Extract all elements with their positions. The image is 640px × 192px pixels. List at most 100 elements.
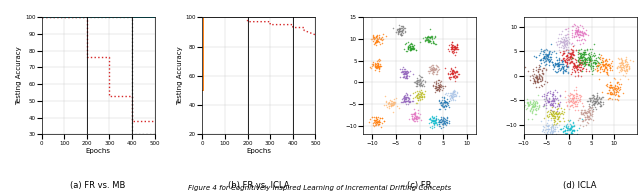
Point [586, 106, 596, 109]
Point [373, 115, 383, 118]
Point [436, 127, 447, 130]
Point [540, 101, 550, 104]
Point [445, 93, 455, 96]
Point [401, 75, 411, 78]
Point [447, 92, 457, 95]
Point [602, 64, 612, 67]
Point [556, 67, 566, 70]
Point [569, 63, 579, 66]
Point [548, 125, 558, 128]
Point [372, 118, 383, 121]
Point [588, 96, 598, 99]
Point [567, 70, 577, 73]
Point [415, 91, 426, 94]
Point [440, 66, 451, 69]
Point [430, 91, 440, 94]
Point [596, 105, 607, 108]
Point [563, 33, 573, 36]
Point [535, 78, 545, 81]
Point [372, 64, 383, 67]
Point [442, 104, 452, 107]
Point [532, 100, 542, 103]
Point [528, 104, 538, 107]
Point [413, 91, 424, 94]
Point [544, 124, 554, 127]
Point [573, 58, 583, 61]
Point [424, 118, 435, 121]
Point [430, 36, 440, 39]
Point [399, 95, 409, 98]
Point [609, 87, 620, 90]
Point [584, 58, 595, 61]
Point [559, 38, 569, 41]
Point [445, 66, 456, 69]
Point [436, 122, 447, 125]
Point [586, 61, 596, 65]
Point [570, 57, 580, 60]
Point [371, 66, 381, 69]
Point [410, 110, 420, 113]
Point [566, 103, 577, 106]
Point [580, 32, 591, 35]
Point [548, 129, 559, 132]
Point [415, 77, 425, 80]
Point [402, 93, 412, 96]
Point [573, 100, 583, 103]
Point [407, 115, 417, 118]
Point [586, 63, 596, 66]
Point [563, 58, 573, 61]
Point [570, 65, 580, 68]
Point [548, 118, 559, 121]
Point [578, 31, 588, 34]
Point [568, 93, 579, 96]
Point [452, 46, 463, 49]
Point [547, 105, 557, 108]
Point [449, 94, 459, 98]
Point [587, 108, 597, 111]
Point [589, 99, 599, 102]
Point [550, 101, 561, 104]
Point [418, 37, 428, 40]
Point [592, 64, 602, 67]
Point [591, 96, 601, 99]
Point [371, 61, 381, 65]
Point [445, 71, 456, 74]
Point [530, 104, 540, 107]
Point [559, 130, 570, 133]
Point [589, 104, 600, 107]
Point [396, 26, 406, 29]
Point [412, 80, 422, 84]
Point [545, 92, 555, 95]
Point [431, 67, 441, 70]
Point [562, 60, 572, 63]
Point [406, 47, 416, 50]
Point [411, 48, 421, 51]
Point [621, 64, 632, 67]
Point [580, 39, 590, 42]
Point [573, 68, 583, 71]
Point [447, 45, 457, 48]
Point [588, 61, 598, 64]
Point [565, 128, 575, 131]
Point [559, 40, 569, 43]
Point [562, 43, 572, 46]
Point [544, 60, 554, 63]
Point [531, 104, 541, 107]
Point [416, 83, 426, 86]
Point [577, 30, 587, 33]
Point [553, 61, 563, 65]
Point [533, 108, 543, 111]
Point [403, 48, 413, 51]
Point [570, 74, 580, 77]
Point [579, 32, 589, 35]
Point [610, 87, 620, 90]
Point [575, 56, 586, 59]
Point [561, 55, 571, 58]
Point [431, 88, 442, 91]
Point [550, 114, 560, 118]
Point [374, 60, 384, 63]
Point [554, 105, 564, 108]
Point [577, 58, 587, 61]
Point [602, 71, 612, 74]
Point [568, 56, 579, 59]
